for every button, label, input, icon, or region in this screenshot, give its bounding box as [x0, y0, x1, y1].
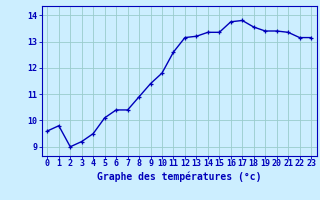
X-axis label: Graphe des températures (°c): Graphe des températures (°c) — [97, 171, 261, 182]
